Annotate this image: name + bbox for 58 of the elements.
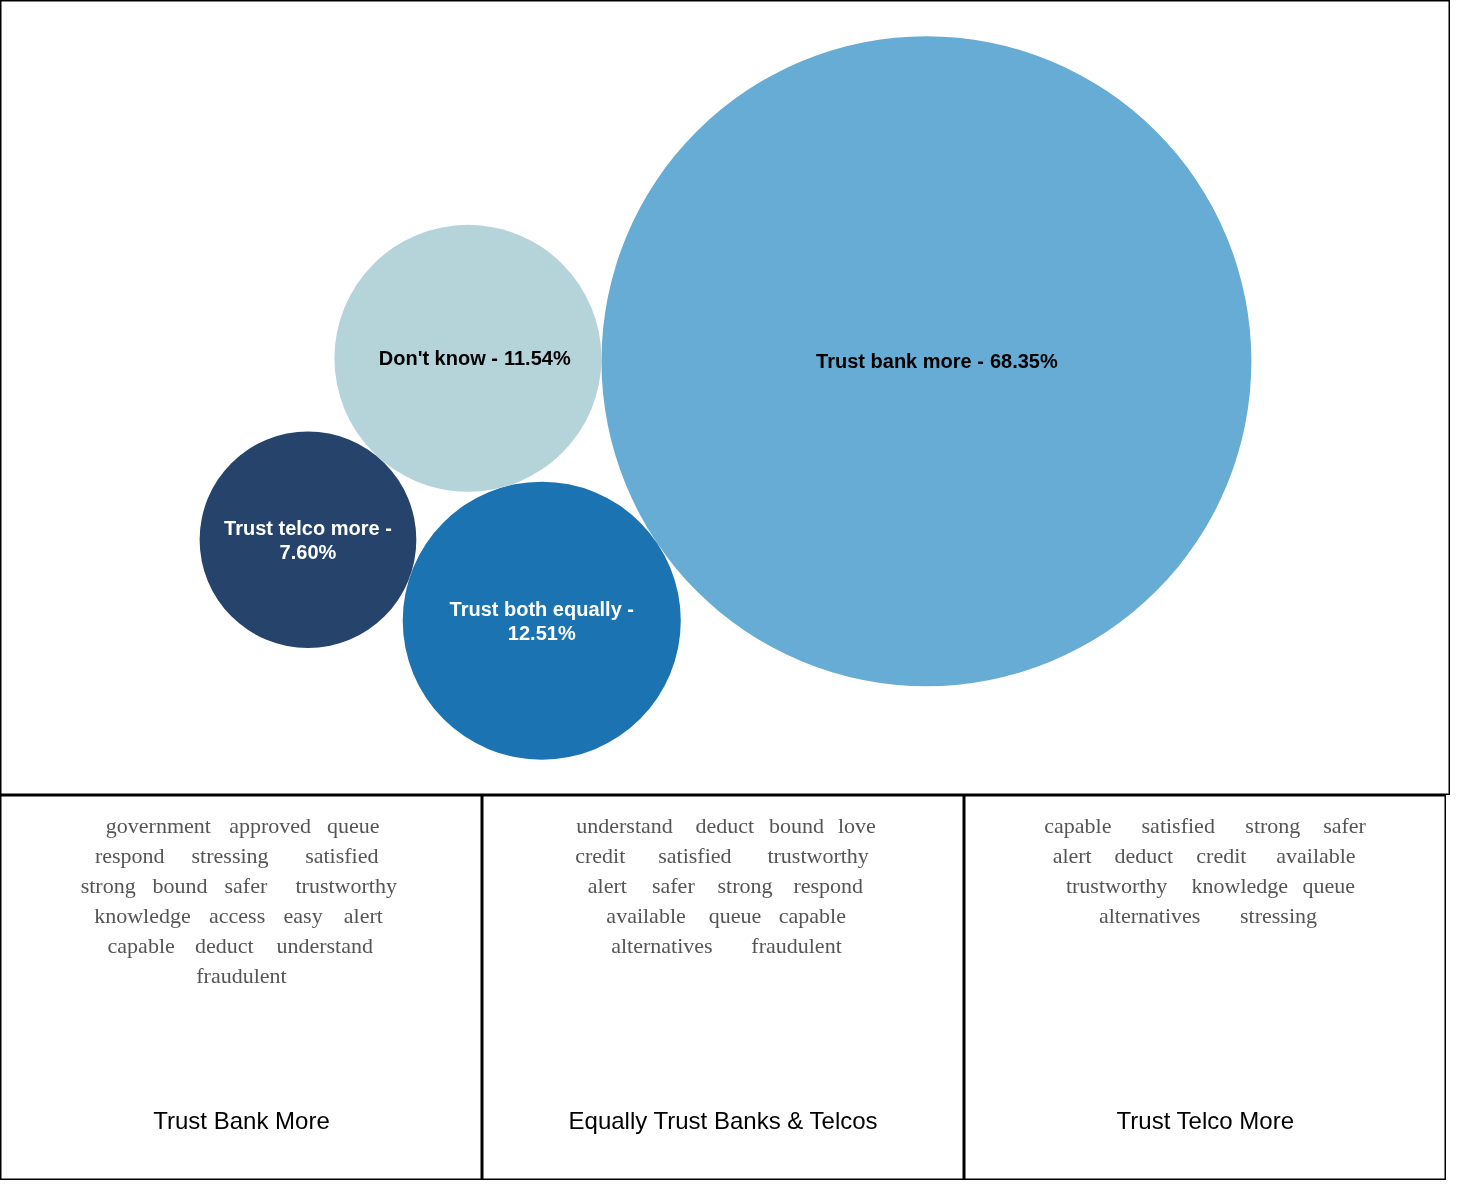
- text: satisfied: [305, 843, 379, 868]
- text: fraudulent: [751, 933, 842, 958]
- text: trustworthy: [1065, 873, 1168, 898]
- text: queue: [1302, 873, 1355, 898]
- text: trustworthy: [295, 873, 397, 898]
- text: trustworthy: [767, 843, 869, 868]
- text: safer: [651, 873, 696, 898]
- text: knowledge: [1191, 873, 1289, 898]
- data-label: 68.35%: [989, 350, 1058, 373]
- text: strong: [80, 873, 136, 898]
- text: respond: [793, 873, 864, 898]
- category-label: Don't know -: [378, 347, 498, 370]
- text: understand: [276, 933, 373, 958]
- text: respond: [94, 843, 165, 868]
- text: knowledge: [94, 903, 191, 928]
- data-label: 7.60%: [279, 540, 337, 563]
- category-label: Trust both equally -: [449, 597, 634, 620]
- text: capable: [778, 903, 846, 928]
- text: bound: [769, 813, 825, 838]
- text: queue: [708, 903, 762, 928]
- text: deduct: [195, 933, 254, 958]
- text: bound: [152, 873, 208, 898]
- text: strong: [717, 873, 773, 898]
- text: strong: [1245, 813, 1301, 838]
- text: satisfied: [658, 843, 732, 868]
- text: love: [837, 813, 876, 838]
- data-label: 11.54%: [503, 347, 571, 370]
- text: fraudulent: [196, 963, 287, 988]
- category-label: Trust bank more -: [816, 350, 984, 373]
- text: queue: [327, 813, 380, 838]
- text: deduct: [1114, 843, 1174, 868]
- text: deduct: [695, 813, 755, 838]
- text: Trust Telco More: [1116, 1107, 1294, 1134]
- text: easy: [283, 903, 323, 928]
- data-label: 12.51%: [507, 621, 576, 644]
- text: understand: [576, 813, 673, 838]
- text: satisfied: [1141, 813, 1215, 838]
- text: safer: [1323, 813, 1367, 838]
- text: alert: [587, 873, 627, 898]
- text: approved: [229, 813, 312, 838]
- text: Trust Bank More: [153, 1107, 330, 1134]
- text: available: [606, 903, 686, 928]
- text: alternatives: [1098, 903, 1201, 928]
- text: credit: [575, 843, 626, 868]
- text: alert: [1052, 843, 1092, 868]
- text: government: [105, 813, 211, 838]
- text: capable: [107, 933, 175, 958]
- category-label: Trust telco more -: [224, 516, 392, 539]
- text: Equally Trust Banks & Telcos: [568, 1107, 878, 1134]
- text: capable: [1044, 813, 1112, 838]
- text: alternatives: [611, 933, 713, 958]
- text: alert: [343, 903, 383, 928]
- text: stressing: [191, 843, 269, 868]
- text: available: [1276, 843, 1356, 868]
- text: stressing: [1240, 903, 1318, 928]
- text: access: [209, 903, 266, 928]
- text: credit: [1196, 843, 1247, 868]
- text: safer: [224, 873, 268, 898]
